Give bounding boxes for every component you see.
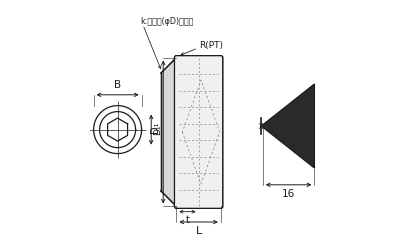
Polygon shape: [263, 84, 315, 168]
Text: L: L: [195, 226, 202, 236]
Text: D₁: D₁: [154, 124, 163, 135]
Text: D₁: D₁: [150, 121, 160, 133]
Text: t: t: [186, 215, 189, 225]
FancyBboxPatch shape: [174, 56, 223, 208]
Text: k:基準径(φD)の位置: k:基準径(φD)の位置: [140, 17, 194, 26]
FancyBboxPatch shape: [174, 56, 223, 208]
Polygon shape: [161, 58, 176, 206]
Text: B: B: [114, 80, 121, 90]
Text: R(PT): R(PT): [199, 41, 223, 50]
Text: 16: 16: [282, 189, 295, 199]
